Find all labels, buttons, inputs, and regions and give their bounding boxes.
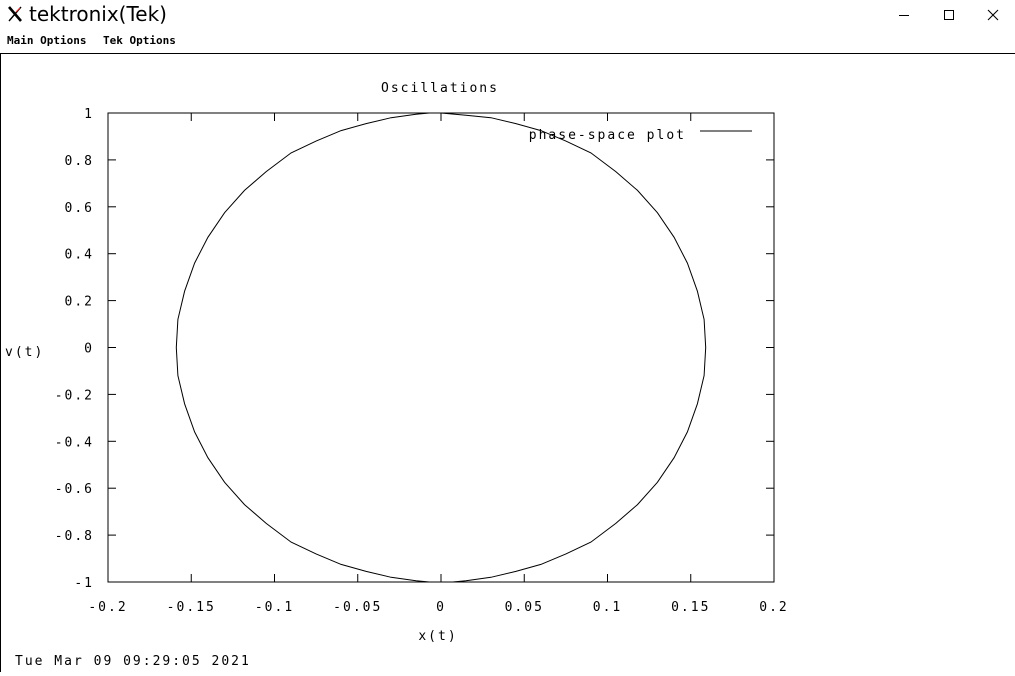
x-axis-label: x(t) [418, 629, 457, 644]
y-tick-label: 1 [84, 107, 94, 122]
menu-tek-options[interactable]: Tek Options [103, 34, 176, 47]
window-title: tektronix(Tek) [29, 2, 167, 26]
y-tick-label: -0.6 [55, 482, 94, 497]
x-tick-label: 0.05 [505, 600, 544, 615]
y-tick-label: 0.6 [65, 201, 94, 216]
x-tick-label: -0.2 [88, 600, 127, 615]
maximize-button[interactable] [926, 0, 972, 30]
y-axis-label: v(t) [5, 345, 44, 360]
minimize-button[interactable] [881, 0, 927, 30]
tek-canvas: Oscillations -0.2 -0.15 -0.1 -0.05 0 0.05 0.1 0… [0, 53, 1015, 672]
y-tick-label: -1 [74, 576, 94, 591]
y-tick-label: -0.8 [55, 529, 94, 544]
legend-label: phase-space plot [529, 128, 686, 143]
x-tick-label: 0 [436, 600, 446, 615]
x-tick-label: -0.1 [255, 600, 294, 615]
chart-title: Oscillations [381, 81, 499, 96]
y-tick-label: 0.8 [65, 154, 94, 169]
menu-bar: Main Options Tek Options [0, 31, 1015, 51]
x-tick-label: -0.05 [333, 600, 382, 615]
x-logo-icon [8, 6, 22, 22]
x-tick-label: 0.2 [759, 600, 788, 615]
close-icon [987, 9, 999, 21]
x-tick-label: -0.15 [167, 600, 216, 615]
minimize-icon [899, 15, 909, 16]
x-tick-label: 0.15 [671, 600, 710, 615]
y-tick-label: 0.2 [65, 295, 94, 310]
y-tick-label: -0.2 [55, 388, 94, 403]
y-tick-label: -0.4 [55, 435, 94, 450]
plot-svg: Oscillations -0.2 -0.15 -0.1 -0.05 0 0.05 0.1 0… [5, 81, 788, 669]
timestamp: Tue Mar 09 09:29:05 2021 [15, 654, 251, 669]
maximize-icon [944, 10, 954, 20]
window-titlebar: tektronix(Tek) [0, 0, 1015, 30]
y-tick-label: 0 [84, 342, 94, 357]
y-tick-label: 0.4 [65, 248, 94, 263]
plot-frame [107, 112, 775, 583]
close-button[interactable] [970, 0, 1015, 30]
menu-main-options[interactable]: Main Options [7, 34, 87, 47]
series-phase-space-plot [175, 112, 707, 583]
x-tick-label: 0.1 [593, 600, 622, 615]
